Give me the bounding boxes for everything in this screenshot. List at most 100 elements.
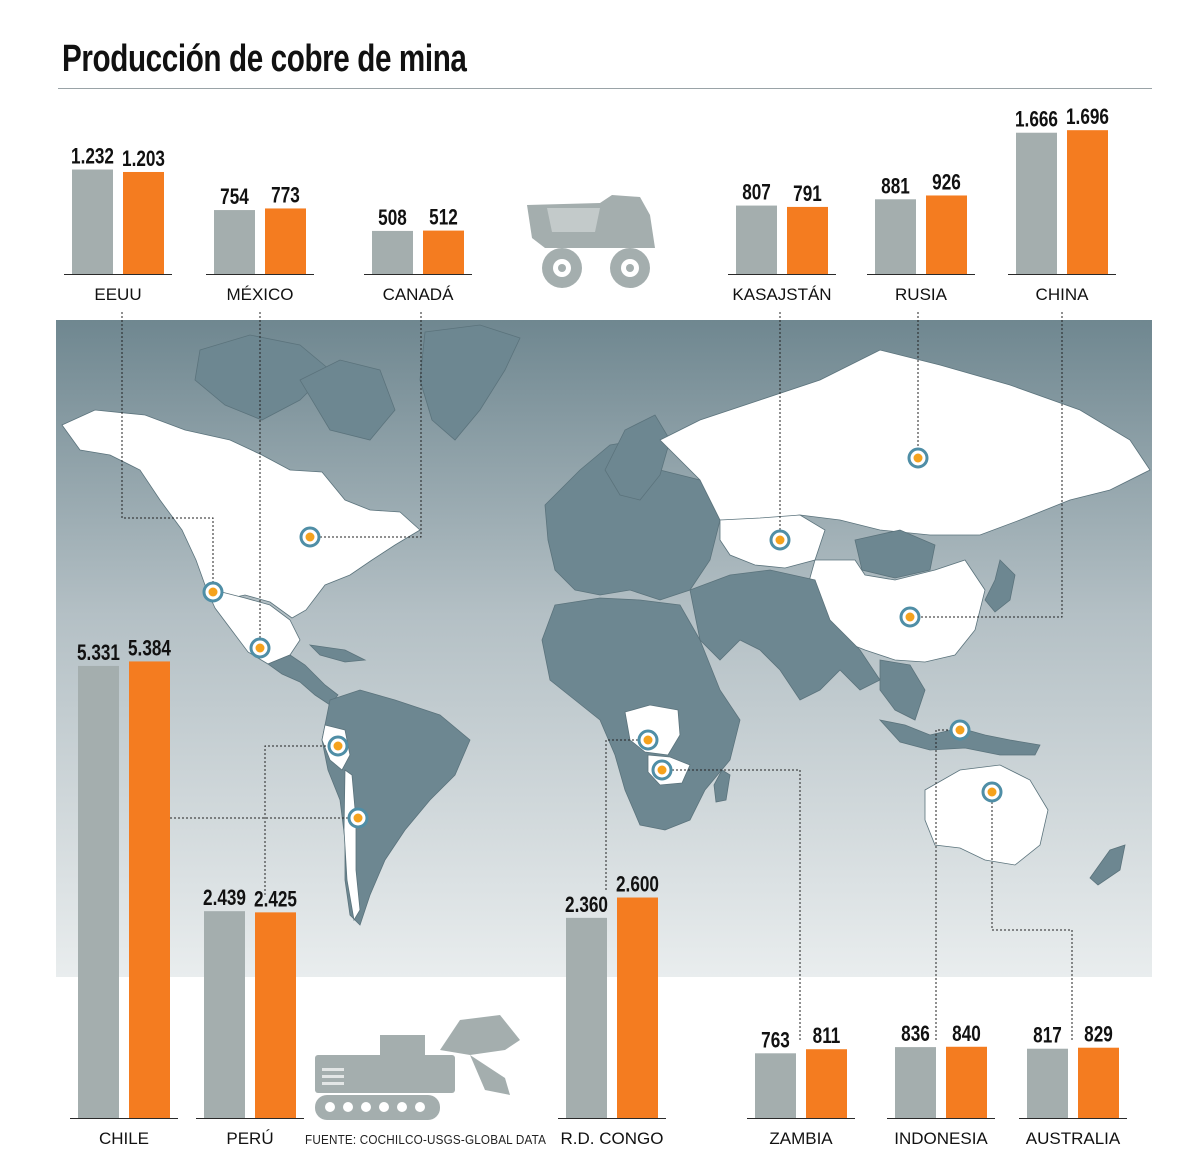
country-label: AUSTRALIA xyxy=(1026,1129,1121,1148)
bar-australia-a xyxy=(1027,1048,1068,1118)
bar-china-a xyxy=(1016,132,1057,274)
data-label: 773 xyxy=(271,183,300,208)
madagascar-land xyxy=(713,769,731,803)
excavator-icon xyxy=(315,1015,520,1120)
data-label: 2.439 xyxy=(203,886,246,911)
data-label: 926 xyxy=(932,171,961,196)
location-marker-dot xyxy=(208,587,218,597)
data-label: 817 xyxy=(1033,1024,1062,1049)
leader-line xyxy=(662,769,801,1040)
country-label: KASAJSTÁN xyxy=(732,285,831,304)
chile-land xyxy=(343,769,361,922)
bar-canada-b xyxy=(423,230,464,274)
bar-peru-b xyxy=(255,912,296,1118)
bar-eeuu-b xyxy=(123,171,164,274)
data-label: 1.696 xyxy=(1066,105,1109,130)
leader-line xyxy=(991,792,1073,1040)
location-marker-dot xyxy=(913,453,923,463)
data-label: 512 xyxy=(429,206,458,231)
location-marker-dot xyxy=(905,612,915,622)
data-label: 754 xyxy=(220,185,249,210)
country-label: ZAMBIA xyxy=(769,1129,833,1148)
location-marker-dot xyxy=(775,535,785,545)
bar-group-eeuu: 1.232 1.203 EEUU xyxy=(64,145,172,304)
bar-group-r-d-congo: 2.360 2.600 R.D. CONGO xyxy=(558,873,666,1148)
bar-chile-a xyxy=(78,665,119,1118)
bar-rusia-a xyxy=(875,199,916,274)
bar-groups: 1.232 1.203 EEUU 754 773 MÉXICO 508 512 CANADÁ 80… xyxy=(64,105,1127,1148)
data-label: 811 xyxy=(813,1024,841,1049)
country-label: INDONESIA xyxy=(894,1129,988,1148)
bar-zambia-a xyxy=(755,1053,796,1118)
leader-line xyxy=(310,312,422,538)
data-label: 763 xyxy=(761,1028,790,1053)
country-label: CHILE xyxy=(99,1129,149,1148)
leader-line xyxy=(121,312,214,592)
data-label: 5.331 xyxy=(77,641,120,666)
middle-east-land xyxy=(689,569,881,701)
bar-group-chile: 5.331 5.384 CHILE xyxy=(70,636,178,1148)
chart-title: Producción de cobre de mina xyxy=(62,38,467,80)
data-label: 829 xyxy=(1084,1023,1113,1048)
country-label: CANADÁ xyxy=(383,285,455,304)
arctic-islands-east xyxy=(299,359,396,441)
location-markers xyxy=(202,447,1003,829)
south-america-land xyxy=(321,689,471,926)
leader-line xyxy=(910,312,1063,618)
data-label: 1.666 xyxy=(1015,108,1058,133)
location-marker-dot xyxy=(955,725,965,735)
location-marker-dot xyxy=(643,735,653,745)
bar-kasajstan-b xyxy=(787,206,828,274)
leader-line xyxy=(605,739,648,890)
country-label: MÉXICO xyxy=(226,285,293,304)
data-label: 508 xyxy=(378,206,407,231)
bar-canada-a xyxy=(372,230,413,274)
japan-land xyxy=(984,559,1016,613)
bar-group-australia: 817 829 AUSTRALIA xyxy=(1019,1023,1127,1148)
leader-lines xyxy=(121,312,1073,1040)
country-label: PERÚ xyxy=(226,1129,273,1148)
scandinavia-land xyxy=(604,414,671,501)
country-label: RUSIA xyxy=(895,285,948,304)
bar-zambia-b xyxy=(806,1049,847,1118)
country-label: EEUU xyxy=(94,285,141,304)
data-label: 2.600 xyxy=(616,873,659,898)
bar-group-rusia: 881 926 RUSIA xyxy=(867,171,975,304)
data-label: 2.360 xyxy=(565,893,608,918)
arctic-islands xyxy=(194,334,331,421)
location-marker-dot xyxy=(333,741,343,751)
bar-indonesia-a xyxy=(895,1047,936,1118)
bar-group-canada: 508 512 CANADÁ xyxy=(364,206,472,304)
data-label: 1.203 xyxy=(122,147,165,172)
data-label: 1.232 xyxy=(71,145,114,170)
bar-group-china: 1.666 1.696 CHINA xyxy=(1008,105,1116,304)
bar-chile-b xyxy=(129,661,170,1118)
bar-group-zambia: 763 811 ZAMBIA xyxy=(747,1024,855,1148)
greenland-land xyxy=(419,324,521,441)
bar-indonesia-b xyxy=(946,1046,987,1118)
north-america-land xyxy=(61,409,421,619)
bar-group-kasajstan: 807 791 KASAJSTÁN xyxy=(728,181,836,304)
bar-mexico-a xyxy=(214,210,255,274)
source-note: FUENTE: COCHILCO-USGS-GLOBAL DATA xyxy=(305,1132,547,1147)
country-label: R.D. CONGO xyxy=(561,1129,664,1148)
australia-land xyxy=(924,764,1049,866)
location-marker-dot xyxy=(657,765,667,775)
data-label: 881 xyxy=(881,174,910,199)
bar-group-peru: 2.439 2.425 PERÚ xyxy=(196,886,304,1148)
data-label: 840 xyxy=(952,1022,981,1047)
southeast-asia-land xyxy=(879,659,926,721)
data-label: 5.384 xyxy=(128,636,171,661)
bar-rusia-b xyxy=(926,195,967,274)
bar-kasajstan-a xyxy=(736,205,777,274)
new-zealand-land xyxy=(1089,844,1126,886)
caribbean-islands xyxy=(308,644,367,663)
location-marker-dot xyxy=(987,787,997,797)
data-label: 791 xyxy=(793,182,822,207)
bar-china-b xyxy=(1067,130,1108,274)
bar-r-d-congo-b xyxy=(617,897,658,1118)
data-label: 836 xyxy=(901,1022,930,1047)
bar-group-indonesia: 836 840 INDONESIA xyxy=(887,1022,995,1148)
location-marker-dot xyxy=(255,643,265,653)
